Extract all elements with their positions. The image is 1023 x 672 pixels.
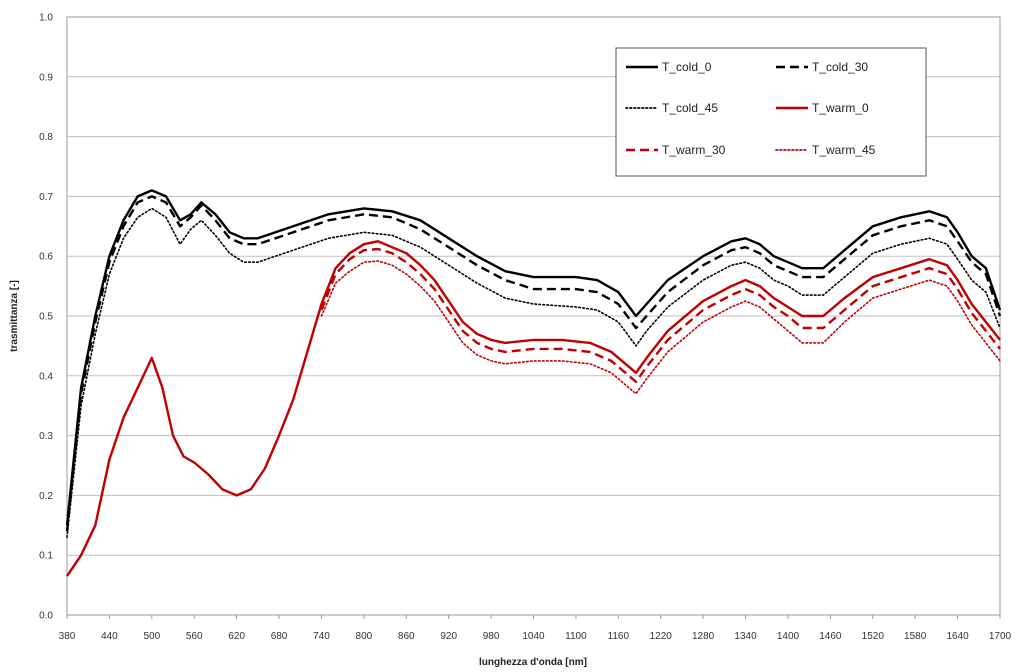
- series-line-t-warm-30: [320, 247, 1001, 383]
- x-tick-label: 440: [101, 631, 118, 642]
- x-tick-label: 1100: [565, 631, 587, 642]
- y-tick-label: 0.0: [39, 611, 53, 622]
- x-tick-label: 1460: [819, 631, 842, 642]
- series-line-t-warm-45: [320, 260, 1001, 395]
- legend-label: T_warm_45: [812, 143, 876, 157]
- gridlines: [67, 76, 1000, 556]
- x-tick-label: 920: [440, 631, 457, 642]
- series-line-t-cold-30: [65, 195, 1002, 532]
- legend-label: T_warm_30: [662, 143, 726, 157]
- x-tick-label: 1220: [650, 631, 673, 642]
- x-tick-label: 740: [313, 631, 330, 642]
- x-axis-title: lunghezza d'onda [nm]: [479, 657, 587, 668]
- series-lines: [65, 189, 1002, 577]
- x-tick-label: 380: [59, 631, 76, 642]
- y-tick-label: 1.0: [39, 13, 53, 24]
- x-tick-label: 1160: [608, 631, 630, 642]
- x-tick-label: 1400: [777, 631, 800, 642]
- y-tick-label: 0.5: [39, 312, 53, 323]
- legend-box: [615, 47, 927, 177]
- y-tick-label: 0.1: [39, 551, 53, 562]
- x-tick-label: 1700: [989, 631, 1012, 642]
- legend: T_cold_0 T_cold_30 T_cold_45 T_warm_0 T_warm…: [615, 47, 927, 177]
- x-tick-label: 1520: [862, 631, 885, 642]
- y-tick-label: 0.8: [39, 132, 53, 143]
- y-tick-label: 0.6: [39, 252, 53, 263]
- legend-label: T_warm_0: [812, 101, 869, 115]
- series-line-t-cold-45: [66, 207, 1001, 539]
- y-tick-label: 0.4: [39, 371, 53, 382]
- legend-label: T_cold_30: [812, 60, 868, 74]
- legend-label: T_cold_45: [662, 101, 718, 115]
- y-tick-labels: 0.0 0.1 0.2 0.3 0.4 0.5 0.6 0.7 0.8 0.9 1.0: [39, 13, 53, 622]
- x-tick-label: 680: [271, 631, 288, 642]
- x-tick-labels: 380 440 500 560 620 680 740 800 860 920 980 1040 110…: [59, 615, 1012, 642]
- x-tick-label: 620: [228, 631, 245, 642]
- y-tick-label: 0.9: [39, 72, 53, 83]
- legend-label: T_cold_0: [662, 60, 712, 74]
- x-tick-label: 560: [186, 631, 203, 642]
- legend-entries: T_cold_0 T_cold_30 T_cold_45 T_warm_0 T_warm…: [625, 60, 876, 157]
- x-tick-label: 1580: [904, 631, 927, 642]
- series-line-t-warm-0: [66, 240, 1001, 577]
- x-tick-label: 800: [356, 631, 373, 642]
- x-tick-label: 500: [143, 631, 160, 642]
- y-tick-label: 0.3: [39, 431, 53, 442]
- y-tick-label: 0.7: [39, 192, 53, 203]
- y-tick-label: 0.2: [39, 491, 53, 502]
- series-line-t-cold-0: [65, 189, 1002, 526]
- x-tick-label: 1280: [692, 631, 715, 642]
- y-axis-title: trasmittanza [-]: [9, 280, 20, 352]
- x-tick-label: 1640: [946, 631, 969, 642]
- x-tick-label: 1340: [734, 631, 757, 642]
- x-tick-label: 980: [483, 631, 500, 642]
- x-tick-label: 1040: [522, 631, 545, 642]
- x-tick-label: 860: [398, 631, 415, 642]
